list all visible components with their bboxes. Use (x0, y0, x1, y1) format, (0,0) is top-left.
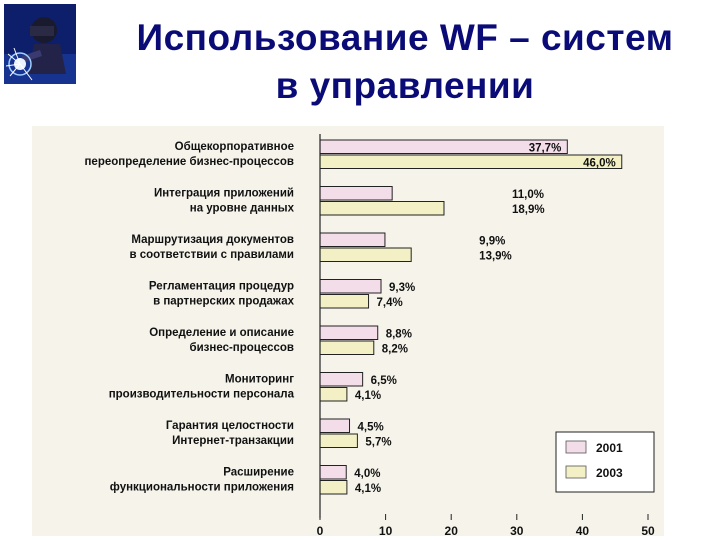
legend-label: 2001 (596, 441, 623, 455)
category-label: Определение и описание (149, 327, 294, 339)
x-tick-label: 10 (379, 524, 393, 538)
x-tick-label: 50 (641, 524, 655, 538)
bar-2003 (319, 433, 358, 448)
legend-swatch-2003 (565, 465, 587, 479)
data-label: 37,7% (529, 143, 562, 155)
category-label: функциональности приложения (110, 482, 294, 494)
category-label: Гарантия целостности (166, 420, 294, 432)
bar-2003 (319, 480, 348, 495)
data-label: 46,0% (583, 158, 616, 170)
data-label: 4,0% (354, 468, 380, 480)
data-label: 8,2% (382, 344, 408, 356)
category-label: в партнерских продажах (153, 296, 295, 308)
category-label: производительности персонала (109, 389, 295, 401)
bar-2001 (319, 186, 393, 201)
category-label: Мониторинг (225, 374, 294, 386)
data-label: 5,7% (365, 437, 391, 449)
bar-2001 (319, 232, 386, 247)
data-label: 4,1% (355, 483, 381, 495)
x-tick-label: 0 (317, 524, 324, 538)
slide-title: Использование WF – систем в управлении (90, 14, 720, 110)
category-label: Маршрутизация документов (131, 234, 294, 246)
slide-title-line-2: в управлении (275, 65, 535, 106)
legend-swatch-2001 (565, 440, 587, 454)
x-tick-label: 40 (576, 524, 590, 538)
bar-2003 (319, 201, 445, 216)
bar-2001 (319, 325, 379, 340)
data-label: 9,3% (389, 282, 415, 294)
bar-2003 (319, 247, 412, 262)
category-label: в соответствии с правилами (129, 249, 294, 261)
x-tick-label: 20 (445, 524, 459, 538)
category-label: Общекорпоративное (175, 141, 294, 153)
data-label: 8,8% (386, 329, 412, 341)
welder-logo-image (4, 4, 76, 84)
data-label: 4,1% (355, 390, 381, 402)
bar-2001 (319, 418, 351, 433)
bar-2003 (319, 387, 348, 402)
bar-2001 (319, 279, 382, 294)
slide-title-line-1: Использование WF – систем (136, 17, 674, 58)
category-label: Интернет-транзакции (172, 435, 294, 447)
data-label: 11,0% (512, 189, 544, 201)
data-label: 9,9% (479, 236, 505, 248)
bar-2001 (319, 372, 364, 387)
category-label: Интеграция приложений (154, 188, 294, 200)
x-tick-label: 30 (510, 524, 524, 538)
bar-2003 (319, 154, 623, 169)
legend-label: 2003 (596, 466, 623, 480)
category-label: бизнес-процессов (190, 342, 295, 354)
category-label: на уровне данных (190, 203, 295, 215)
data-label: 18,9% (512, 204, 545, 216)
bar-2003 (319, 340, 375, 355)
data-label: 13,9% (479, 251, 512, 263)
data-label: 4,5% (358, 422, 384, 434)
category-label: переопределение бизнес-процессов (84, 156, 294, 168)
data-label: 7,4% (377, 297, 403, 309)
category-label: Расширение (223, 467, 294, 479)
bar-2003 (319, 294, 370, 309)
data-label: 6,5% (371, 375, 397, 387)
category-label: Регламентация процедур (149, 281, 294, 293)
bar-2001 (319, 465, 347, 480)
